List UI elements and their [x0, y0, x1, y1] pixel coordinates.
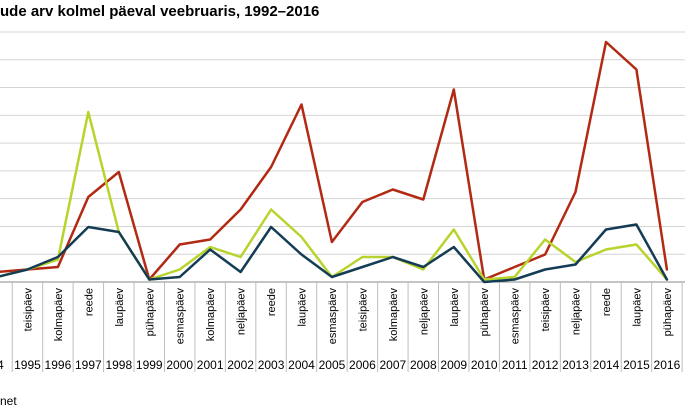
x-tick-label: 2015 [623, 358, 650, 372]
day-label: pühapäev [662, 288, 674, 337]
x-tick-label: 2012 [532, 358, 559, 372]
x-tick-label: 2006 [349, 358, 376, 372]
x-tick-label: 1997 [75, 358, 102, 372]
x-tick-label: 1999 [136, 358, 163, 372]
day-label: teisipäev [357, 288, 369, 332]
x-tick-label: 2014 [593, 358, 620, 372]
day-label: esmaspäev [510, 288, 522, 345]
series-line-1 [0, 40, 669, 281]
day-label: reede [83, 288, 95, 316]
chart-title: ude arv kolmel päeval veebruaris, 1992–2… [0, 3, 320, 20]
day-label: kolmapäev [53, 288, 65, 342]
day-label: laupäev [631, 288, 643, 327]
x-tick-label: 2001 [197, 358, 224, 372]
day-label: kolmapäev [205, 288, 217, 342]
series-lines [0, 40, 669, 284]
day-label: neljapäev [418, 288, 430, 336]
day-label: pühapäev [479, 288, 491, 337]
x-tick-label: 2008 [410, 358, 437, 372]
day-label: reede [266, 288, 278, 316]
source-note: net [0, 394, 17, 408]
day-label: esmaspäev [327, 288, 339, 345]
x-tick-label: 2002 [227, 358, 254, 372]
day-labels: teisipäev kolmapäev reede laupäev pühapäev es… [22, 288, 673, 345]
day-label: teisipäev [22, 288, 34, 332]
x-tick-label: 2011 [502, 358, 528, 372]
x-tick-label: 2013 [562, 358, 589, 372]
day-label: laupäev [449, 288, 461, 327]
x-tick-label: 2007 [379, 358, 406, 372]
x-tick-label: 2009 [440, 358, 467, 372]
year-labels: 9419951996199719981999200020012002200320… [0, 358, 681, 372]
x-tick-label: 2010 [471, 358, 498, 372]
x-tick-label: 2016 [654, 358, 681, 372]
x-tick-label: 2000 [166, 358, 193, 372]
day-label: laupäev [297, 288, 309, 327]
x-tick-label: 2003 [258, 358, 285, 372]
gridlines [0, 31, 685, 372]
x-tick-label: 2004 [288, 358, 315, 372]
day-label: teisipäev [540, 288, 552, 332]
x-tick-label: 2005 [319, 358, 346, 372]
series-line-3 [0, 223, 669, 284]
day-label: laupäev [114, 288, 126, 327]
x-tick-label: 94 [0, 358, 4, 372]
day-label: reede [601, 288, 613, 316]
day-label: neljapäev [571, 288, 583, 336]
x-tick-label: 1996 [45, 358, 72, 372]
day-label: pühapäev [144, 288, 156, 337]
day-label: esmaspäev [175, 288, 187, 345]
x-tick-label: 1998 [105, 358, 132, 372]
day-label: kolmapäev [388, 288, 400, 342]
day-label: neljapäev [236, 288, 248, 336]
x-tick-label: 1995 [14, 358, 41, 372]
